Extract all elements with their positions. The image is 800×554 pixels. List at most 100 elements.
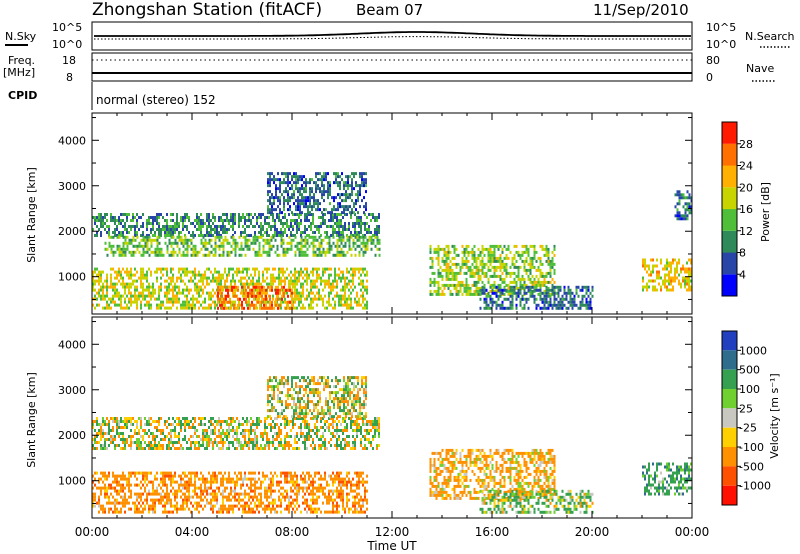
data-cell xyxy=(279,202,281,206)
data-cell xyxy=(266,241,269,245)
data-cell xyxy=(527,297,530,301)
data-cell xyxy=(288,225,290,228)
data-cell xyxy=(140,420,142,423)
data-cell xyxy=(116,291,118,295)
data-cell xyxy=(541,306,544,310)
data-cell xyxy=(370,231,372,234)
data-cell xyxy=(196,429,198,432)
data-cell xyxy=(294,219,296,222)
data-region xyxy=(479,285,594,310)
data-cell xyxy=(291,397,293,401)
data-cell xyxy=(232,234,234,237)
data-cell xyxy=(120,303,122,307)
data-cell xyxy=(194,285,196,289)
data-cell xyxy=(158,297,160,301)
data-cell xyxy=(521,283,524,287)
data-cell xyxy=(302,282,304,286)
data-cell xyxy=(242,429,244,432)
data-cell xyxy=(471,262,474,266)
data-cell xyxy=(132,435,134,438)
data-cell xyxy=(98,279,100,283)
data-cell xyxy=(674,276,676,280)
data-cell xyxy=(342,432,344,435)
data-cell xyxy=(148,423,150,426)
data-cell xyxy=(344,447,346,450)
data-cell xyxy=(465,286,468,290)
data-cell xyxy=(140,216,142,219)
data-cell xyxy=(363,211,365,215)
data-cell xyxy=(585,303,588,307)
data-cell xyxy=(236,435,238,438)
data-cell xyxy=(507,256,510,260)
data-cell xyxy=(256,435,258,438)
data-cell xyxy=(186,241,189,245)
data-cell xyxy=(467,259,470,263)
data-cell xyxy=(445,259,448,263)
data-cell xyxy=(322,288,324,292)
data-cell xyxy=(278,282,280,286)
data-cell xyxy=(344,225,346,228)
data-cell xyxy=(240,282,242,286)
data-cell xyxy=(172,225,174,228)
data-cell xyxy=(344,276,346,280)
data-cell xyxy=(690,273,692,277)
data-cell xyxy=(277,385,279,389)
data-cell xyxy=(361,199,363,203)
data-cell xyxy=(366,247,369,251)
data-cell xyxy=(124,288,126,292)
data-cell xyxy=(214,267,216,271)
data-cell xyxy=(312,429,314,432)
data-cell xyxy=(186,270,188,274)
data-cell xyxy=(114,219,116,222)
data-cell xyxy=(543,283,546,287)
data-cell xyxy=(220,253,223,257)
data-cell xyxy=(104,423,106,426)
data-cell xyxy=(96,216,98,219)
data-cell xyxy=(136,219,138,222)
data-cell xyxy=(366,420,368,423)
data-cell xyxy=(222,225,224,228)
data-cell xyxy=(144,447,146,450)
data-cell xyxy=(300,222,302,225)
data-cell xyxy=(164,306,166,310)
data-cell xyxy=(208,250,211,254)
data-cell xyxy=(285,400,287,404)
data-cell xyxy=(348,241,351,245)
data-cell xyxy=(346,270,348,274)
data-cell xyxy=(311,190,313,194)
data-cell xyxy=(240,447,242,450)
data-cell xyxy=(351,187,353,191)
data-cell xyxy=(503,292,506,296)
data-cell xyxy=(291,385,293,389)
data-cell xyxy=(224,219,226,222)
data-cell xyxy=(309,181,311,185)
data-cell xyxy=(162,432,164,435)
data-cell xyxy=(443,268,446,272)
data-cell xyxy=(114,291,116,295)
data-cell xyxy=(344,420,346,423)
data-cell xyxy=(271,211,273,215)
data-cell xyxy=(347,175,349,179)
data-cell xyxy=(541,262,544,266)
data-cell xyxy=(280,444,282,447)
data-cell xyxy=(682,193,685,197)
data-cell xyxy=(219,285,221,289)
data-cell xyxy=(254,234,256,237)
data-cell xyxy=(348,235,351,239)
data-cell xyxy=(352,279,354,283)
data-cell xyxy=(116,247,119,251)
data-cell xyxy=(505,262,508,266)
data-cell xyxy=(182,244,185,248)
data-cell xyxy=(358,219,360,222)
data-cell xyxy=(457,280,460,284)
data-cell xyxy=(284,444,286,447)
data-cell xyxy=(256,423,258,426)
data-cell xyxy=(281,172,283,176)
data-cell xyxy=(523,297,526,301)
data-cell xyxy=(487,256,490,260)
data-cell xyxy=(537,303,540,307)
data-cell xyxy=(230,244,233,248)
data-cell xyxy=(579,288,582,292)
data-cell xyxy=(318,235,321,239)
data-cell xyxy=(338,300,340,304)
